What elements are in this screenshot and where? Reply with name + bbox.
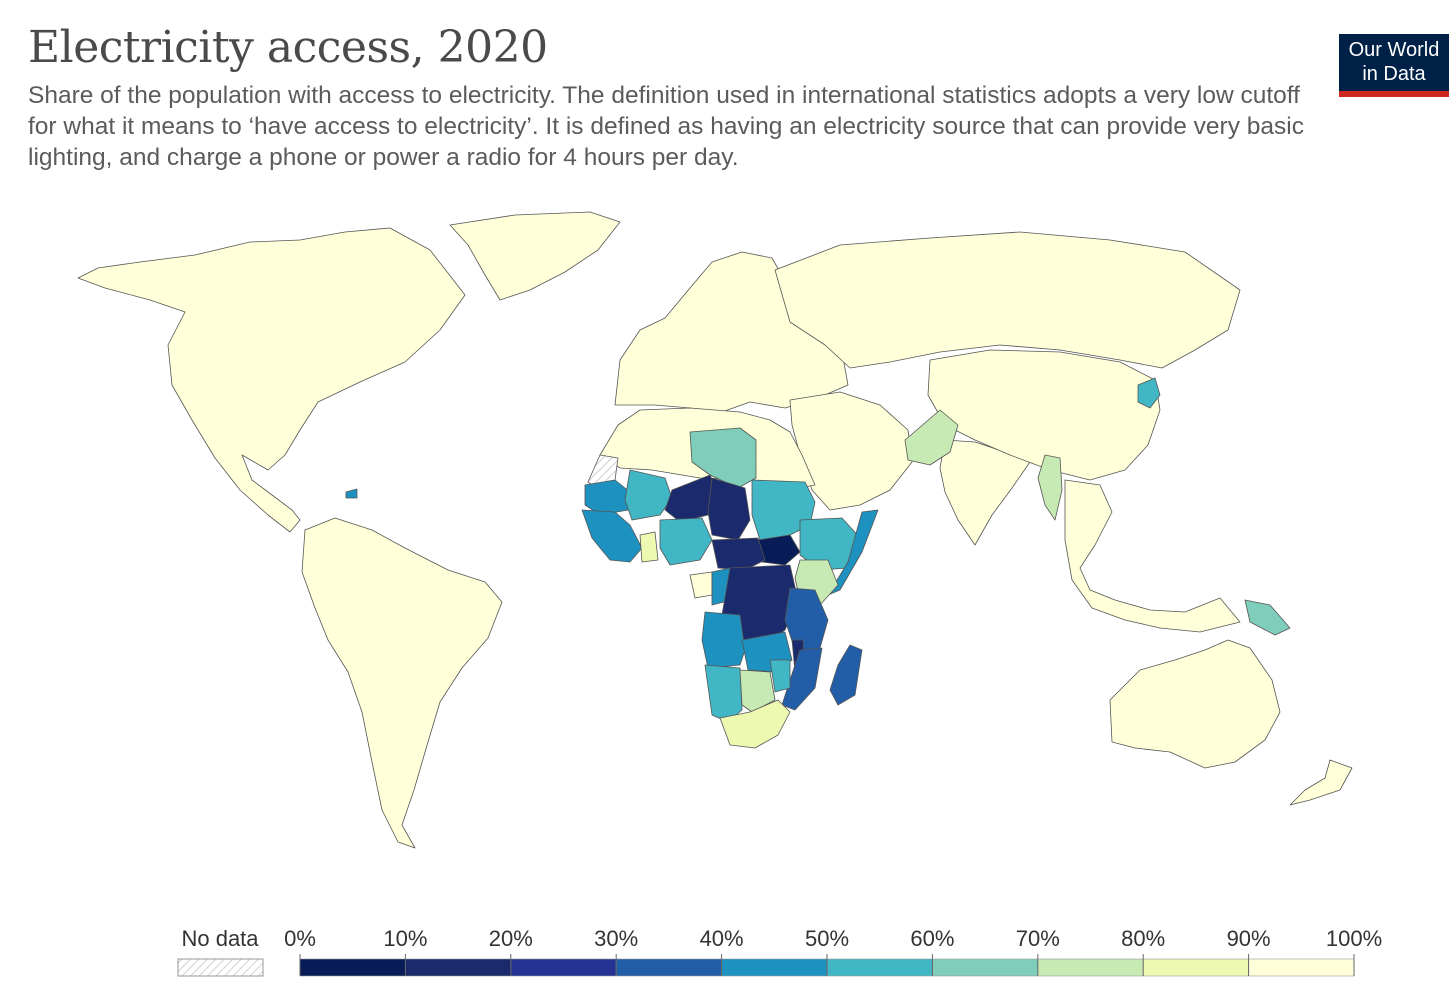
region-russia[interactable]: [774, 231, 1241, 369]
legend-no-data-label: No data: [181, 926, 259, 951]
legend-bin-30-40[interactable]: [615, 958, 722, 977]
map-legend: No data 0% 10% 20% 30% 40% 50% 60% 70% 80% 90% 100…: [177, 926, 1382, 977]
region-west-africa-coast[interactable]: [581, 509, 643, 563]
legend-tick-label: 50%: [805, 926, 849, 951]
region-south-america[interactable]: [301, 517, 503, 849]
world-map: [77, 211, 1353, 849]
region-southeast-asia[interactable]: [1064, 479, 1241, 633]
region-namibia[interactable]: [704, 664, 743, 723]
region-somalia[interactable]: [827, 509, 879, 596]
region-nigeria[interactable]: [659, 517, 713, 566]
region-north-korea[interactable]: [1137, 377, 1161, 409]
region-central-african-republic[interactable]: [711, 537, 766, 571]
region-papua-new-guinea[interactable]: [1244, 599, 1291, 636]
region-angola[interactable]: [701, 611, 746, 669]
legend-bin-10-20[interactable]: [405, 958, 512, 977]
legend-tick-label: 60%: [910, 926, 954, 951]
legend-bin-20-30[interactable]: [510, 958, 617, 977]
chart-subtitle: Share of the population with access to e…: [28, 82, 1304, 171]
region-mali[interactable]: [624, 469, 673, 521]
legend-tick-label: 40%: [700, 926, 744, 951]
legend-bin-90-100[interactable]: [1248, 958, 1355, 977]
legend-bin-0-10[interactable]: [299, 958, 406, 977]
region-new-zealand[interactable]: [1289, 759, 1353, 806]
region-chad[interactable]: [707, 477, 751, 541]
region-south-africa[interactable]: [719, 699, 791, 749]
legend-tick-label: 100%: [1326, 926, 1382, 951]
region-mauritania[interactable]: [584, 479, 631, 516]
owid-logo[interactable]: Our World in Data: [1339, 34, 1449, 97]
legend-no-data-swatch: [177, 958, 264, 977]
logo-line-2: in Data: [1362, 63, 1426, 85]
legend-tick-label: 0%: [284, 926, 316, 951]
chart-title: Electricity access, 2020: [28, 22, 548, 73]
region-niger[interactable]: [664, 474, 721, 523]
legend-bin-80-90[interactable]: [1142, 958, 1249, 977]
region-zimbabwe[interactable]: [769, 659, 791, 693]
legend-tick-label: 90%: [1227, 926, 1271, 951]
region-greenland[interactable]: [449, 211, 621, 301]
legend-bin-70-80[interactable]: [1037, 958, 1144, 977]
legend-tick-label: 70%: [1016, 926, 1060, 951]
legend-bin-50-60[interactable]: [826, 958, 933, 977]
legend-bin-40-50[interactable]: [721, 958, 828, 977]
region-australia[interactable]: [1109, 639, 1281, 769]
region-libya[interactable]: [689, 427, 757, 489]
region-haiti[interactable]: [345, 488, 358, 499]
region-myanmar[interactable]: [1037, 454, 1063, 521]
legend-tick-label: 20%: [489, 926, 533, 951]
legend-bin-60-70[interactable]: [932, 958, 1039, 977]
region-ghana[interactable]: [639, 531, 659, 563]
region-madagascar[interactable]: [829, 644, 863, 706]
region-pakistan[interactable]: [904, 409, 959, 466]
region-gabon[interactable]: [689, 571, 713, 599]
legend-tick-label: 30%: [594, 926, 638, 951]
logo-line-1: Our World: [1348, 39, 1440, 61]
legend-tick-label: 10%: [383, 926, 427, 951]
region-north-america[interactable]: [77, 227, 466, 533]
legend-tick-label: 80%: [1121, 926, 1165, 951]
